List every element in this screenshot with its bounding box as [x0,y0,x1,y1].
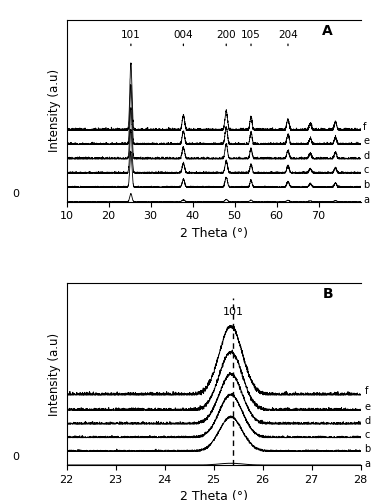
Text: a: a [363,196,369,205]
Text: d: d [365,416,371,426]
Text: 0: 0 [12,452,19,462]
Text: 105: 105 [241,30,261,40]
Text: a: a [365,458,370,468]
Y-axis label: Intensity (a.u): Intensity (a.u) [48,70,61,152]
Text: e: e [363,136,369,146]
Text: 0: 0 [12,189,19,199]
Text: 200: 200 [216,30,236,40]
Text: b: b [363,180,369,190]
Text: b: b [365,444,371,454]
X-axis label: 2 Theta (°): 2 Theta (°) [180,227,248,240]
Text: 101: 101 [121,30,141,40]
Text: d: d [363,151,369,161]
Text: 204: 204 [278,30,298,40]
Text: e: e [365,402,370,411]
Text: B: B [323,287,333,301]
Text: c: c [365,430,370,440]
Y-axis label: Intensity (a.u): Intensity (a.u) [48,332,61,415]
Text: c: c [363,166,368,175]
Text: f: f [363,122,367,132]
Text: 004: 004 [174,30,193,40]
Text: 101: 101 [223,308,244,318]
Text: A: A [323,24,333,38]
X-axis label: 2 Theta (°): 2 Theta (°) [180,490,248,500]
Text: f: f [365,386,368,396]
